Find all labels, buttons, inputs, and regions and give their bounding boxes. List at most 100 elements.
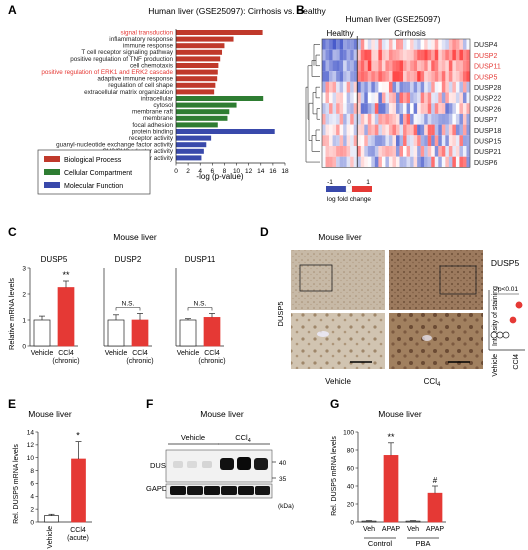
panel-d-label-ccl4-sub: 4 bbox=[437, 382, 441, 388]
heat-cell-5-18 bbox=[385, 92, 390, 104]
heat-cell-6-19 bbox=[388, 103, 393, 114]
heat-cell-0-0 bbox=[322, 39, 326, 50]
heat-cell-11-24 bbox=[406, 156, 411, 168]
heat-cell-5-30 bbox=[427, 92, 432, 104]
heat-cell-0-21 bbox=[396, 39, 400, 50]
scale-zero bbox=[345, 185, 353, 193]
heat-cell-1-7 bbox=[346, 49, 351, 61]
heat-cell-9-5 bbox=[339, 135, 344, 146]
panel-a-legend: Biological Process Cellular Compartment … bbox=[37, 149, 151, 195]
heat-cell-0-2 bbox=[329, 39, 333, 50]
heat-cell-3-21 bbox=[396, 71, 400, 82]
g-ytick-label-0: 0 bbox=[350, 519, 354, 526]
panel-c-letter: C bbox=[8, 225, 17, 239]
panel-e-ylabel: Rel. DUSP5 mRNA levels bbox=[13, 444, 20, 524]
heat-cell-1-24 bbox=[406, 49, 411, 61]
heat-cell-8-26 bbox=[413, 124, 418, 136]
heat-cell-6-22 bbox=[399, 103, 404, 114]
label-a-0: signal transduction bbox=[120, 29, 173, 36]
heat-cell-2-2 bbox=[329, 60, 333, 72]
heat-cell-2-28 bbox=[420, 60, 425, 72]
heat-cell-10-41 bbox=[466, 146, 471, 157]
heat-cell-3-1 bbox=[325, 71, 330, 82]
heat-cell-6-24 bbox=[406, 103, 411, 114]
heat-cell-2-5 bbox=[339, 60, 344, 72]
heat-cell-11-29 bbox=[424, 156, 428, 168]
heat-cell-0-8 bbox=[350, 39, 354, 50]
heat-cell-2-6 bbox=[343, 60, 347, 72]
heat-cell-4-13 bbox=[367, 81, 372, 93]
heat-cell-3-16 bbox=[378, 71, 383, 82]
heat-cell-3-12 bbox=[364, 71, 368, 82]
scale-neg bbox=[326, 186, 346, 192]
heat-cell-11-10 bbox=[357, 156, 361, 168]
heat-cell-10-37 bbox=[452, 146, 457, 157]
heat-cell-4-25 bbox=[410, 81, 414, 93]
heat-cell-4-16 bbox=[378, 81, 383, 93]
label-a-2: immune response bbox=[123, 43, 174, 50]
label-a-16: receptor activity bbox=[129, 135, 174, 142]
bar-a-11 bbox=[176, 102, 237, 108]
heat-cell-9-0 bbox=[322, 135, 326, 146]
heat-cell-6-14 bbox=[371, 103, 376, 114]
heat-cell-7-4 bbox=[336, 113, 340, 125]
panel-d-scatter: p<0.01 Vehicle CCl4 bbox=[488, 286, 525, 377]
heat-cell-9-27 bbox=[417, 135, 421, 146]
heat-cell-9-15 bbox=[374, 135, 379, 146]
g-ytick-label-20: 20 bbox=[347, 501, 355, 508]
heat-cell-6-12 bbox=[364, 103, 368, 114]
heat-cell-3-6 bbox=[343, 71, 347, 82]
heat-cell-6-39 bbox=[459, 103, 464, 114]
heat-cell-6-41 bbox=[466, 103, 471, 114]
heat-cell-9-33 bbox=[438, 135, 442, 146]
heat-cell-7-40 bbox=[462, 113, 467, 125]
heat-cell-1-0 bbox=[322, 49, 326, 61]
c-ns-label-2: N.S. bbox=[194, 301, 207, 308]
panel-f-mw-35: 35 bbox=[279, 476, 287, 483]
heat-cell-11-0 bbox=[322, 156, 326, 168]
g-bar-1 bbox=[383, 455, 399, 523]
heat-cell-2-40 bbox=[462, 60, 467, 72]
label-a-13: membrane bbox=[143, 115, 174, 122]
gene-label-DUSP26: DUSP26 bbox=[474, 106, 501, 113]
label-a-1: inflammatory response bbox=[109, 36, 173, 43]
heat-cell-8-6 bbox=[343, 124, 347, 136]
heat-cell-11-19 bbox=[388, 156, 393, 168]
heat-cell-4-29 bbox=[424, 81, 428, 93]
heat-cell-6-11 bbox=[360, 103, 365, 114]
g-bar-2 bbox=[405, 520, 421, 523]
heat-cell-4-4 bbox=[336, 81, 340, 93]
heat-cell-2-33 bbox=[438, 60, 442, 72]
heat-cell-5-20 bbox=[392, 92, 397, 104]
heat-cell-5-25 bbox=[410, 92, 414, 104]
heat-cell-6-4 bbox=[336, 103, 340, 114]
heat-cell-0-20 bbox=[392, 39, 397, 50]
heat-cell-6-37 bbox=[452, 103, 457, 114]
heat-cell-7-36 bbox=[448, 113, 453, 125]
panel-e-title: Mouse liver bbox=[28, 409, 72, 419]
bar-a-13 bbox=[176, 115, 228, 121]
heat-cell-11-17 bbox=[381, 156, 386, 168]
heat-cell-9-6 bbox=[343, 135, 347, 146]
heat-cell-7-37 bbox=[452, 113, 457, 125]
bar-a-16 bbox=[176, 135, 212, 141]
heat-cell-8-18 bbox=[385, 124, 390, 136]
heat-cell-7-17 bbox=[381, 113, 386, 125]
panel-a-x-axis: 0 2 4 6 8 10 12 14 16 18 bbox=[174, 29, 289, 175]
heat-cell-2-17 bbox=[381, 60, 386, 72]
heat-cell-4-37 bbox=[452, 81, 457, 93]
heat-cell-4-33 bbox=[438, 81, 442, 93]
heat-cell-1-25 bbox=[410, 49, 414, 61]
heat-cell-6-10 bbox=[357, 103, 361, 114]
heat-cell-0-41 bbox=[466, 39, 471, 50]
heat-cell-1-41 bbox=[466, 49, 471, 61]
heat-cell-8-12 bbox=[364, 124, 368, 136]
panel-f-group-ccl4-sub: 4 bbox=[248, 438, 251, 444]
heat-cell-9-36 bbox=[448, 135, 453, 146]
band-gapdh-2 bbox=[187, 486, 203, 495]
heat-cell-4-2 bbox=[329, 81, 333, 93]
heat-cell-2-32 bbox=[434, 60, 439, 72]
heat-cell-7-12 bbox=[364, 113, 368, 125]
heat-cell-6-23 bbox=[403, 103, 407, 114]
heat-cell-3-31 bbox=[431, 71, 435, 82]
